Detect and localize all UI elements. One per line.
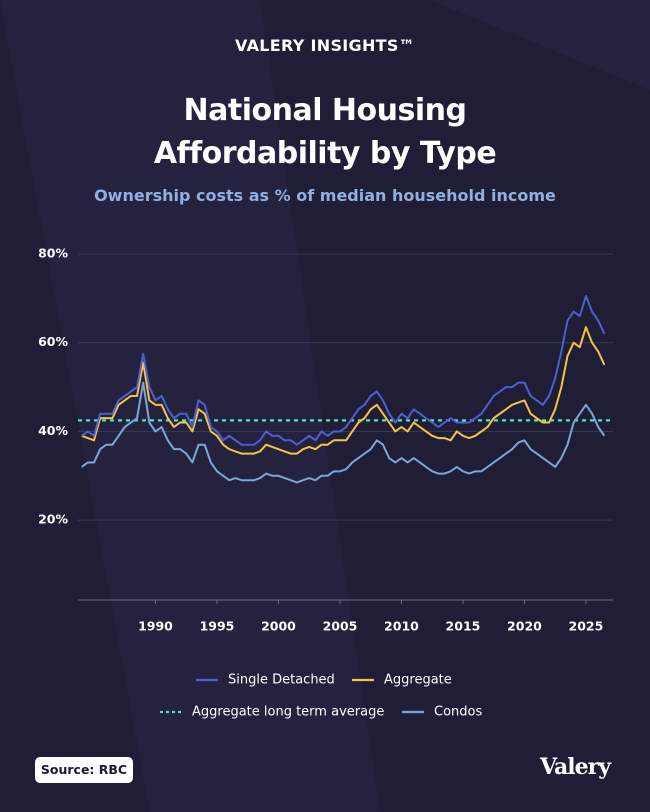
x-tick-label: 2010 <box>384 619 419 634</box>
legend-label: Aggregate long term average <box>192 705 384 720</box>
series-line <box>81 295 606 446</box>
chart-subtitle: Ownership costs as % of median household… <box>94 186 556 205</box>
x-tick-label: 2000 <box>261 619 296 634</box>
series-line <box>81 381 606 484</box>
x-tick-label: 1990 <box>138 619 173 634</box>
plot-area: 20% 40% 60% 80% 1990 1995 2000 2005 2010 2015 2020… <box>38 246 613 720</box>
brand-header: VALERY INSIGHTS™ <box>235 36 415 55</box>
y-tick-label: 20% <box>38 512 68 527</box>
x-tick-label: 2015 <box>446 619 481 634</box>
x-tick-label: 2025 <box>569 619 604 634</box>
chart-title: National Housing Affordability by Type <box>153 93 497 171</box>
legend-label: Aggregate <box>384 673 452 688</box>
source-label: Source: RBC <box>35 757 133 783</box>
x-tick-label: 1995 <box>200 619 235 634</box>
legend-label: Condos <box>434 705 482 720</box>
background-shape <box>0 0 380 812</box>
logo: Valery <box>540 754 611 780</box>
legend-label: Single Detached <box>228 673 335 688</box>
y-tick-label: 40% <box>38 423 68 438</box>
series-line <box>81 326 606 455</box>
x-tick-label: 2020 <box>507 619 542 634</box>
x-tick-label: 2005 <box>323 619 358 634</box>
y-tick-label: 80% <box>38 246 68 261</box>
background-shape <box>430 0 650 90</box>
y-tick-label: 60% <box>38 334 68 349</box>
